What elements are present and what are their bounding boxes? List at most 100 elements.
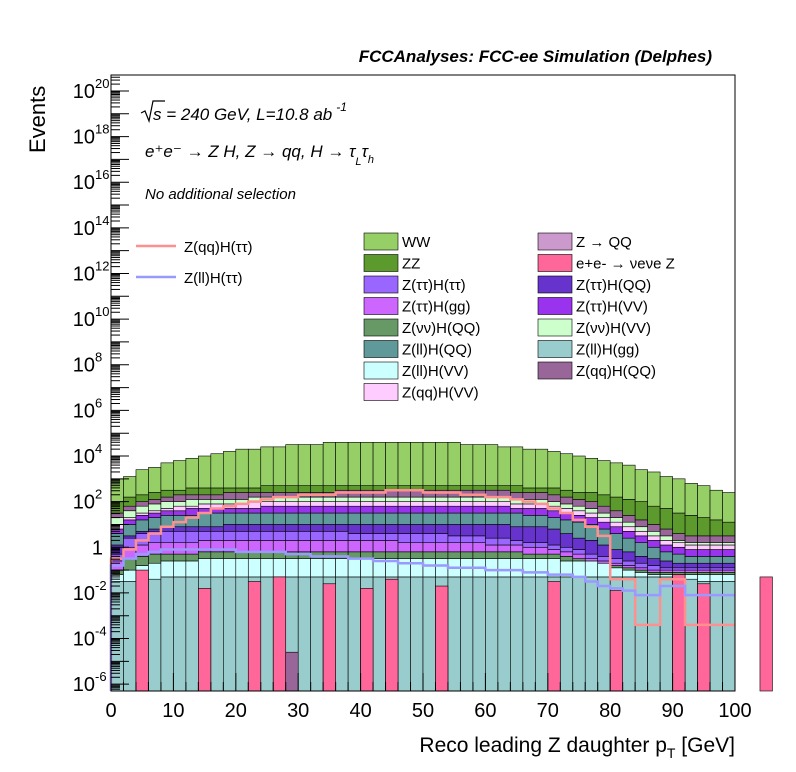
bar-z-h-gg [385, 540, 399, 553]
bar-z-qq-h-vv [422, 501, 436, 507]
bar-z-h-vv [297, 496, 311, 502]
bar-z-ll-h-qq [210, 512, 224, 528]
y-tick-label: 10 [73, 127, 95, 149]
bar-z-h-gg [584, 558, 599, 562]
bar-z-ll-h-qq [372, 512, 386, 525]
legend-label: Z(ττ)H(gg) [402, 299, 471, 316]
bar-z-h-vv [697, 549, 711, 557]
bar-z-ll-h-gg [572, 576, 586, 692]
bar-z-ll-h-vv [485, 558, 499, 578]
bar-z-h-vv [223, 499, 237, 505]
bar-z-ll-h-vv [397, 558, 411, 578]
bar-z-h-gg [472, 542, 486, 553]
bar-z-h-vv [285, 505, 299, 514]
bar-zz [173, 489, 187, 496]
overlay-lines [109, 488, 735, 691]
bar-z-h [247, 530, 262, 541]
bar-z-ll-h-gg [347, 576, 361, 692]
process-annotation: e⁺e⁻ → Z H, Z → qq, H → τLτh [145, 142, 374, 168]
bar-ww [310, 444, 324, 486]
bar-z-h-vv [722, 549, 736, 557]
lumi-exponent: -1 [336, 100, 347, 114]
bar-z-ll-h-gg [148, 578, 162, 692]
bar-zz [285, 485, 299, 493]
legend-swatch-z-ll-h-gg [537, 340, 573, 358]
bar-z-h-vv [597, 512, 611, 518]
bar-z-h-vv [397, 496, 411, 502]
bar-z-qq-h-vv [322, 501, 336, 507]
bar-zz [210, 487, 224, 496]
bar-z-h-vv [634, 535, 648, 544]
bar-z-ll-h-vv [722, 574, 736, 582]
bar-z-ll-h-qq [198, 512, 212, 528]
bar-z-ll-h-gg [235, 576, 249, 692]
bar-z-h-qq [335, 524, 349, 532]
bar-z-ll-h-qq [547, 517, 561, 530]
bar-z-ll-h-qq [272, 512, 287, 525]
bar-z-ll-h-gg [722, 581, 736, 692]
bar-z-h-vv [247, 508, 262, 514]
bar-z-ll-h-gg [185, 576, 199, 692]
y-tick-label: 10 [73, 674, 95, 696]
bar-z-h-gg [297, 540, 311, 553]
bar-z-qq-h-qq [722, 535, 736, 544]
bar-z-qq-h-qq [647, 524, 661, 532]
legend-swatch-z-h-qq [537, 275, 573, 294]
bar-z-h-qq [609, 565, 623, 569]
bar-z-h-vv [709, 542, 723, 546]
x-tick-label: 30 [287, 700, 309, 722]
y-axis-title: Events [25, 86, 50, 153]
bar-z-qq-h-qq [198, 494, 212, 500]
bar-z-ll-h-vv [110, 574, 124, 582]
bar-z-qq-h-vv [185, 505, 199, 509]
bar-z-ll-h-vv [647, 574, 661, 578]
bar-zz [422, 485, 436, 491]
y-tick-label: 1 [92, 537, 103, 559]
bar-z-ll-h-qq [260, 512, 274, 525]
bar-z-h-qq [634, 569, 648, 573]
bar-ww [335, 442, 349, 486]
bar-z-ll-h-vv [185, 560, 199, 578]
bar-z-h-gg [647, 569, 661, 573]
bar-z-h-gg [697, 569, 711, 573]
bar-z-ll-h-vv [634, 572, 648, 578]
bar-z-h-gg [522, 546, 536, 555]
bar-z-h-vv [335, 496, 349, 502]
y-tick-exponent: 16 [95, 167, 109, 182]
bar-zz [372, 485, 386, 491]
bar-zz [559, 489, 574, 498]
bar-z-h-vv [597, 521, 611, 530]
bar-ww [372, 442, 386, 486]
bar-z-ll-h-vv [360, 558, 374, 578]
bar-z-h-vv [185, 508, 199, 516]
bar-z-h-qq [173, 526, 187, 532]
bar-zz [659, 508, 673, 530]
bar-ww [485, 444, 499, 486]
bar-z-qq-h-vv [160, 508, 174, 512]
spike-e-e-e-e-z [360, 588, 374, 692]
bar-z-qq-h-qq [572, 499, 586, 507]
bar-z-ll-h-qq [622, 537, 636, 553]
bar-z-qq-h-qq [684, 535, 698, 544]
bar-z-ll-h-qq [435, 512, 449, 525]
bar-z-h-vv [584, 508, 599, 514]
bar-z-h-gg [672, 569, 686, 573]
y-tick-label: 10 [73, 583, 95, 605]
bar-z-ll-h-qq [472, 512, 486, 525]
bar-z-ll-h-qq [322, 512, 336, 525]
bar-z-h [647, 565, 661, 571]
bar-z-ll-h-vv [510, 558, 524, 578]
bar-z-h [260, 530, 274, 541]
bar-ww [572, 455, 586, 493]
bar-z-qq-h-vv [335, 501, 349, 507]
y-tick-label: 10 [73, 629, 95, 651]
bar-z-h-vv [335, 505, 349, 514]
bar-z-h-qq [472, 524, 486, 537]
legend-label: Z(ll)H(ττ) [184, 270, 243, 287]
bar-z-h-qq [160, 553, 174, 562]
bar-z-h-gg [260, 540, 274, 553]
bar-z-qq-h-vv [435, 501, 449, 507]
legend-swatch-z-ll-h-qq [363, 340, 399, 358]
bar-z-h-gg [634, 567, 648, 571]
bar-z-qq-h-qq [547, 494, 561, 502]
